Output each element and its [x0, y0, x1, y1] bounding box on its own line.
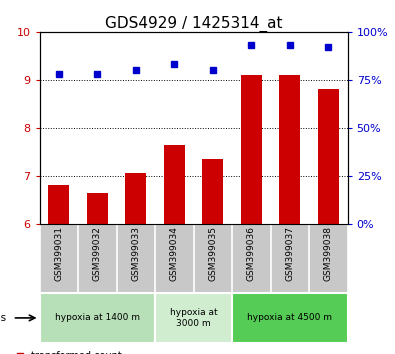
Text: GSM399038: GSM399038	[324, 226, 333, 281]
Bar	[279, 75, 301, 224]
Bar	[87, 193, 108, 224]
Bar	[48, 185, 70, 224]
Text: transformed count: transformed count	[31, 350, 122, 354]
Text: stress: stress	[0, 313, 7, 323]
Text: GSM399034: GSM399034	[170, 226, 179, 281]
Bar	[318, 90, 339, 224]
FancyBboxPatch shape	[40, 293, 155, 343]
Text: hypoxia at 4500 m: hypoxia at 4500 m	[247, 313, 332, 322]
Text: GSM399036: GSM399036	[247, 226, 256, 281]
Bar	[202, 159, 224, 224]
Text: GSM399032: GSM399032	[93, 226, 102, 281]
Text: GSM399031: GSM399031	[54, 226, 63, 281]
Text: GSM399037: GSM399037	[285, 226, 294, 281]
Bar	[125, 173, 147, 224]
Text: hypoxia at 1400 m: hypoxia at 1400 m	[55, 313, 140, 322]
Title: GDS4929 / 1425314_at: GDS4929 / 1425314_at	[105, 16, 282, 32]
Text: GSM399033: GSM399033	[131, 226, 140, 281]
Bar	[164, 144, 185, 224]
Text: GSM399035: GSM399035	[208, 226, 217, 281]
FancyBboxPatch shape	[232, 293, 348, 343]
FancyBboxPatch shape	[155, 293, 232, 343]
Text: hypoxia at
3000 m: hypoxia at 3000 m	[170, 308, 217, 327]
Bar	[241, 75, 262, 224]
